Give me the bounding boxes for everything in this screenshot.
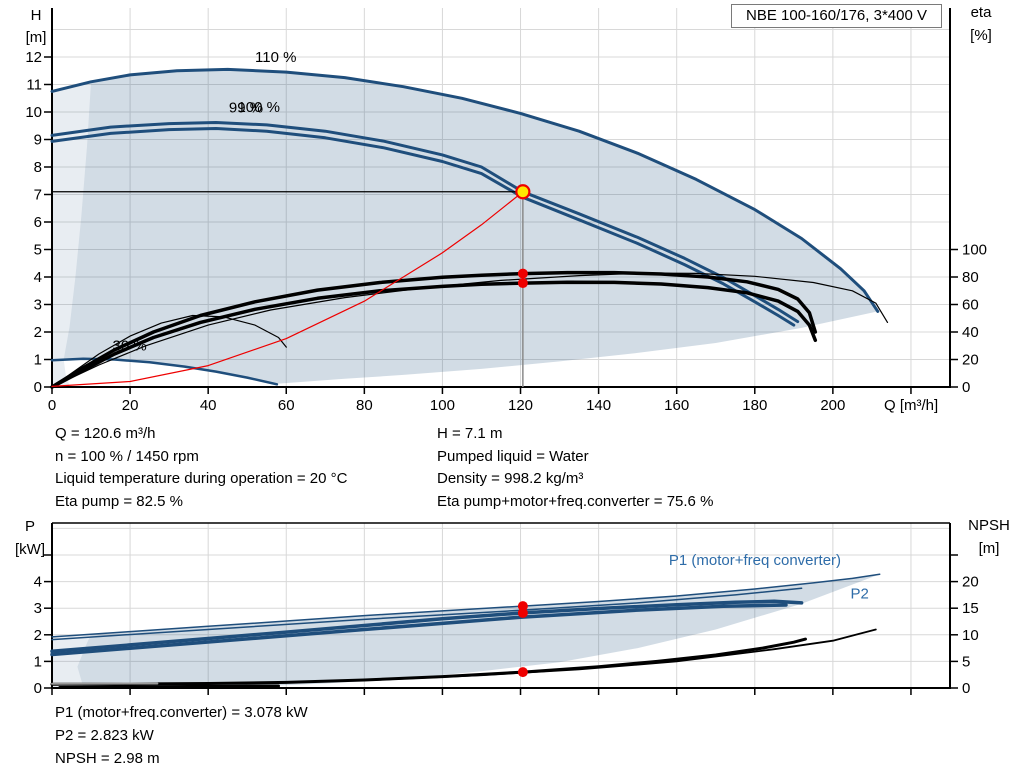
- low-flow-region: [52, 82, 91, 388]
- y-tick-label: 2: [34, 627, 42, 644]
- y-tick-label: 12: [25, 49, 42, 66]
- y2-tick-label: 80: [962, 269, 979, 286]
- y2-tick-label: 15: [962, 600, 979, 617]
- y-tick-label: 11: [26, 77, 42, 94]
- y-tick-label: 7: [34, 187, 42, 204]
- y-tick-label: 0: [34, 379, 42, 396]
- x-tick-label: 200: [820, 397, 845, 414]
- x-tick-label: 0: [48, 397, 56, 414]
- y2-tick-label: 20: [962, 574, 979, 591]
- x-tick-label: 140: [586, 397, 611, 414]
- y-tick-label: 8: [34, 159, 42, 176]
- pump-title-box: NBE 100-160/176, 3*400 V: [731, 4, 942, 28]
- npsh-curve-30: [58, 684, 280, 689]
- operating-point[interactable]: [515, 184, 531, 200]
- y-tick-label: 1: [34, 352, 42, 369]
- y2-axis-title: eta: [971, 4, 993, 21]
- operating-envelope: [63, 69, 878, 384]
- x-tick-label: 100: [430, 397, 455, 414]
- info-line-p1: P1 (motor+freq.converter) = 3.078 kW: [55, 704, 308, 721]
- y-tick-label: 4: [34, 574, 42, 591]
- info-line-head: H = 7.1 m: [437, 425, 503, 442]
- duty-dot: [517, 607, 528, 618]
- curve-label: 30 %: [113, 338, 147, 355]
- duty-dot: [517, 268, 528, 279]
- y2-tick-label: 20: [962, 352, 979, 369]
- x-tick-label: 120: [508, 397, 533, 414]
- info-line-p2: P2 = 2.823 kW: [55, 727, 154, 745]
- eta-30-curve: [51, 314, 287, 388]
- speed-100-curve-a: [50, 121, 800, 324]
- speed-110-curve: [50, 67, 880, 313]
- y-tick-label: 1: [34, 653, 42, 670]
- x-axis-title: Q [m³/h]: [884, 397, 938, 414]
- npsh-curve-110: [285, 628, 877, 684]
- y2-axis-title: NPSH: [968, 517, 1010, 534]
- duty-info-left: Q = 120.6 m³/h n = 100 % / 1450 rpm Liqu…: [55, 423, 347, 514]
- y2-tick-label: 0: [962, 379, 970, 396]
- duty-dot: [517, 667, 528, 678]
- curve-label: P2: [850, 585, 868, 602]
- eta-pump-curve: [50, 270, 818, 389]
- y2-tick-label: 100: [962, 242, 987, 259]
- y2-tick-label: 10: [962, 627, 979, 644]
- y-tick-label: 2: [34, 324, 42, 341]
- x-tick-label: 80: [356, 397, 373, 414]
- info-line-npsh: NPSH = 2.98 m: [55, 750, 160, 768]
- curve-label: 100 %: [237, 99, 280, 116]
- power-envelope: [77, 574, 880, 687]
- x-tick-label: 160: [664, 397, 689, 414]
- y2-axis-title: [m]: [979, 540, 1000, 557]
- y-axis-title: [kW]: [15, 541, 45, 558]
- y-tick-label: 9: [34, 132, 42, 149]
- info-line-density: Density = 998.2 kg/m³: [437, 470, 584, 488]
- info-line-speed: n = 100 % / 1450 rpm: [55, 447, 199, 465]
- curve-label: P1 (motor+freq converter): [669, 552, 841, 569]
- y2-tick-label: 0: [962, 680, 970, 697]
- system-curve: [51, 191, 524, 387]
- info-line-flow: Q = 120.6 m³/h: [55, 425, 156, 442]
- curve-label: 99 %: [229, 100, 263, 117]
- curve-label: 110 %: [255, 49, 296, 66]
- info-line-liquid: Pumped liquid = Water: [437, 447, 589, 465]
- y-axis-title: [m]: [26, 29, 47, 46]
- y-axis-title: P: [25, 518, 35, 535]
- y2-tick-label: 5: [962, 653, 970, 670]
- y-tick-label: 3: [34, 600, 42, 617]
- eta-110-curve: [51, 272, 889, 388]
- x-tick-label: 60: [278, 397, 295, 414]
- power-info: P1 (motor+freq.converter) = 3.078 kW P2 …: [55, 701, 308, 771]
- y2-axis-title: [%]: [970, 27, 992, 44]
- power-npsh-chart: 0 1 2 3 4 0 5 10 15 20 P1 (motor+freq converter) P2…: [15, 517, 1010, 697]
- p2-curve-a: [50, 599, 804, 654]
- qh-chart: 0 20 40 60 80 100 120 140 160 180 2000123456789101…: [25, 4, 992, 414]
- pump-title: NBE 100-160/176, 3*400 V: [746, 7, 927, 24]
- y-tick-label: 4: [34, 269, 42, 286]
- y2-tick-label: 60: [962, 297, 979, 314]
- duty-info-right: H = 7.1 m Pumped liquid = Water Density …: [437, 423, 713, 514]
- info-line-temperature: Liquid temperature during operation = 20…: [55, 470, 348, 488]
- y2-tick-label: 40: [962, 324, 979, 341]
- eta-total-curve: [50, 280, 818, 389]
- info-line-eta-total: Eta pump+motor+freq.converter = 75.6 %: [437, 493, 714, 511]
- y-axis-title: H: [31, 7, 42, 24]
- duty-dot: [517, 278, 528, 289]
- y-tick-label: 5: [34, 242, 42, 259]
- y-tick-label: 0: [34, 680, 42, 697]
- y-tick-label: 3: [34, 297, 42, 314]
- speed-30-curve: [50, 357, 279, 386]
- x-tick-label: 180: [742, 397, 767, 414]
- info-line-eta-pump: Eta pump = 82.5 %: [55, 493, 183, 511]
- x-tick-label: 20: [122, 397, 139, 414]
- y-tick-label: 10: [25, 104, 42, 121]
- x-tick-label: 40: [200, 397, 217, 414]
- y-tick-label: 6: [34, 214, 42, 231]
